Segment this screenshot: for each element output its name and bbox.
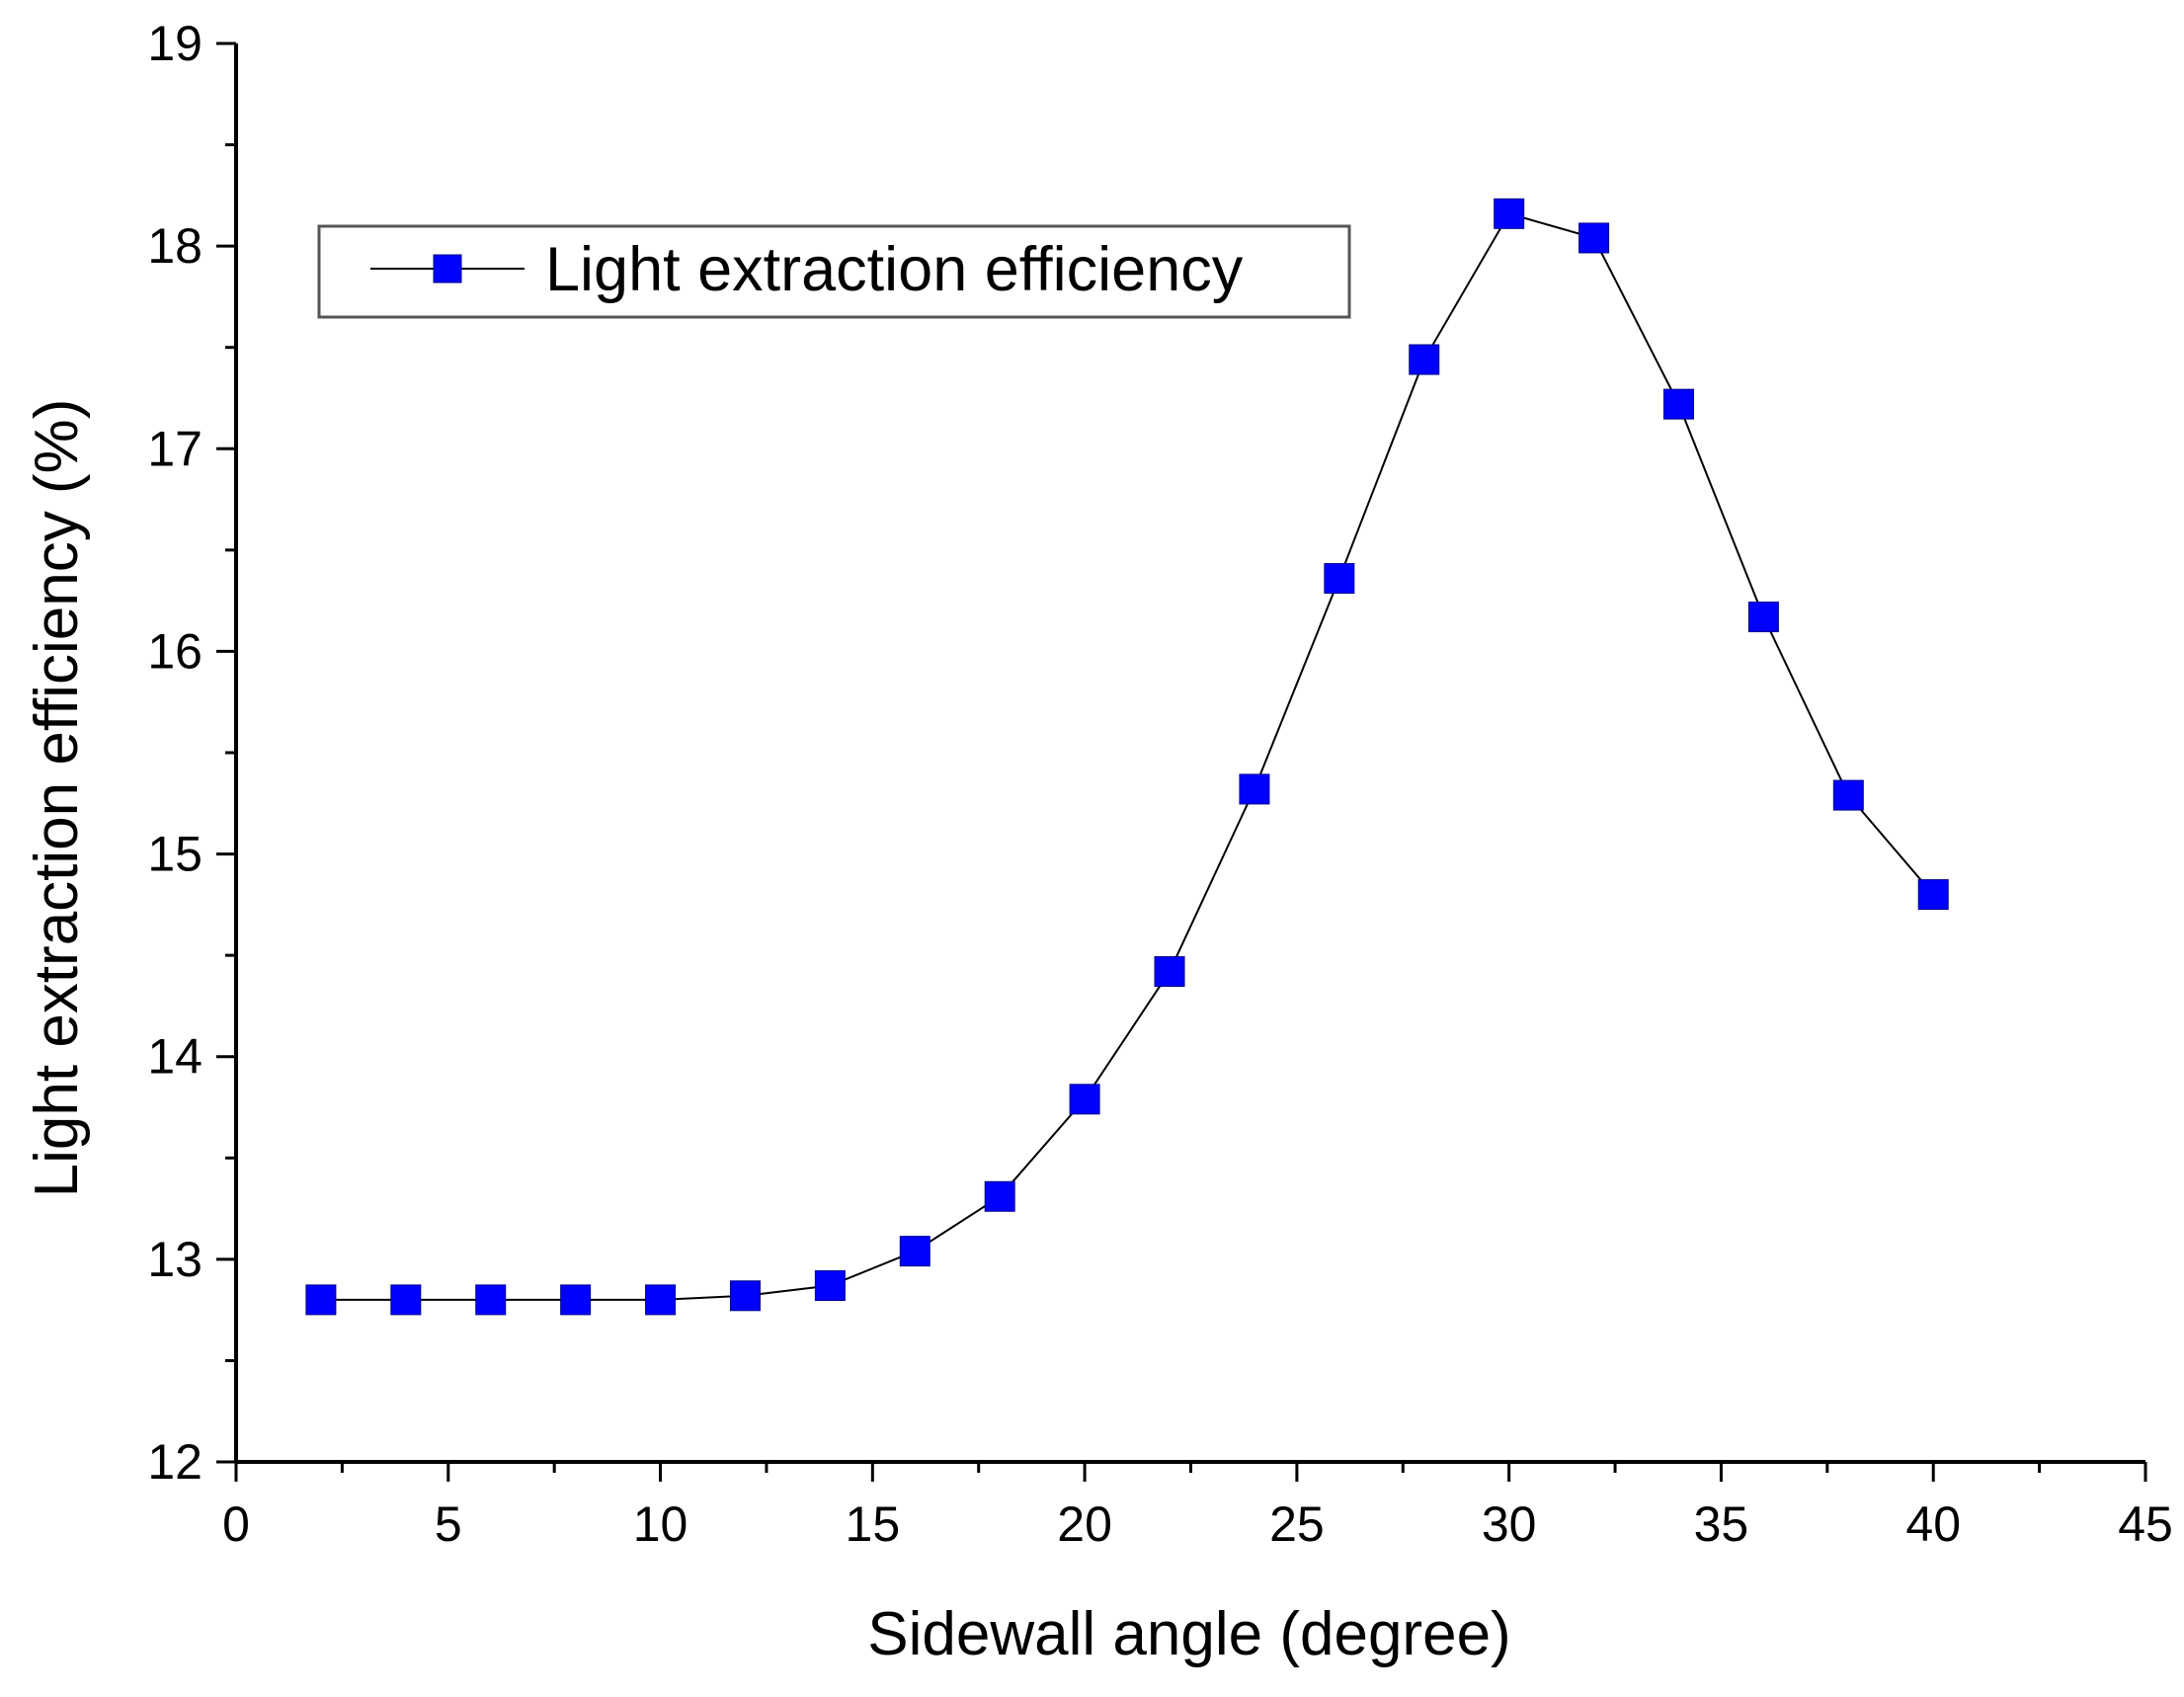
x-tick-label: 30 [1482,1496,1537,1552]
data-point-marker [1324,563,1355,595]
x-tick-label: 10 [633,1496,688,1552]
legend-marker [433,254,462,283]
data-point-marker [305,1284,337,1316]
y-tick-label: 17 [147,421,202,476]
y-axis-title: Light extraction efficiency (%) [23,399,91,1198]
series [305,198,1949,1316]
series-line [320,212,1934,1301]
x-tick-label: 35 [1694,1496,1749,1552]
legend: Light extraction efficiency [317,224,1351,319]
data-point-marker [984,1180,1015,1212]
y-tick-label: 16 [147,623,202,679]
x-tick-label: 40 [1905,1496,1961,1552]
ticks: 0 5 10 15 20 25 30 35 40 45 12 13 14 15 16 17 18 19 [147,16,2172,1552]
y-tick-label: 15 [147,827,202,882]
x-tick-label: 0 [222,1496,250,1552]
y-tick-label: 19 [147,16,202,71]
data-point-marker [1239,773,1270,805]
data-point-marker [1494,198,1525,229]
legend-box [317,224,1351,319]
x-axis-title: Sidewall angle (degree) [867,1600,1510,1668]
x-tick-label: 25 [1269,1496,1325,1552]
x-tick-label: 45 [2118,1496,2173,1552]
y-tick-label: 12 [147,1434,202,1490]
data-point-marker [1154,956,1185,988]
data-point-marker [475,1284,507,1316]
data-point-marker [729,1280,761,1312]
legend-label: Light extraction efficiency [545,235,1244,304]
data-point-marker [1662,388,1694,420]
data-point-marker [899,1236,930,1267]
data-point-marker [814,1270,846,1302]
data-point-marker [1832,779,1864,811]
y-tick-label: 13 [147,1232,202,1287]
data-point-marker [390,1284,422,1316]
data-point-marker [645,1284,677,1316]
y-tick-label: 14 [147,1029,202,1085]
data-point-marker [1409,344,1440,375]
x-tick-label: 5 [435,1496,462,1552]
data-point-marker [1578,222,1610,254]
data-point-marker [1747,602,1779,633]
y-tick-label: 18 [147,218,202,274]
data-point-marker [1069,1084,1100,1115]
x-tick-label: 15 [846,1496,901,1552]
data-point-marker [1917,879,1949,911]
data-point-marker [560,1284,592,1316]
x-tick-label: 20 [1057,1496,1112,1552]
